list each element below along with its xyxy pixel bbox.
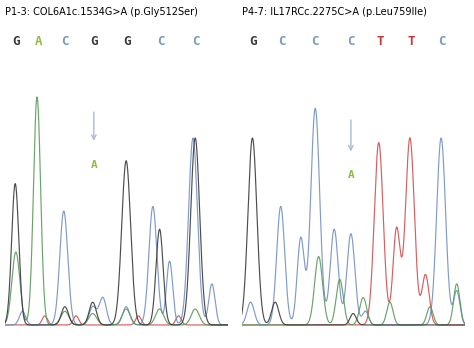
Text: C: C	[192, 35, 200, 48]
Text: C: C	[311, 35, 319, 48]
Text: C: C	[157, 35, 164, 48]
Text: A: A	[35, 35, 42, 48]
Text: G: G	[12, 35, 19, 48]
Text: C: C	[278, 35, 286, 48]
Text: C: C	[61, 35, 69, 48]
Text: C: C	[438, 35, 446, 48]
Text: P4-7: IL17RCc.2275C>A (p.Leu759Ile): P4-7: IL17RCc.2275C>A (p.Leu759Ile)	[242, 7, 427, 17]
Text: P1-3: COL6A1c.1534G>A (p.Gly512Ser): P1-3: COL6A1c.1534G>A (p.Gly512Ser)	[5, 7, 198, 17]
Text: A: A	[91, 159, 97, 169]
Text: G: G	[124, 35, 131, 48]
Text: G: G	[249, 35, 256, 48]
Text: C: C	[347, 35, 355, 48]
Text: T: T	[407, 35, 415, 48]
Text: T: T	[376, 35, 383, 48]
Text: G: G	[90, 35, 98, 48]
Text: A: A	[347, 170, 354, 180]
